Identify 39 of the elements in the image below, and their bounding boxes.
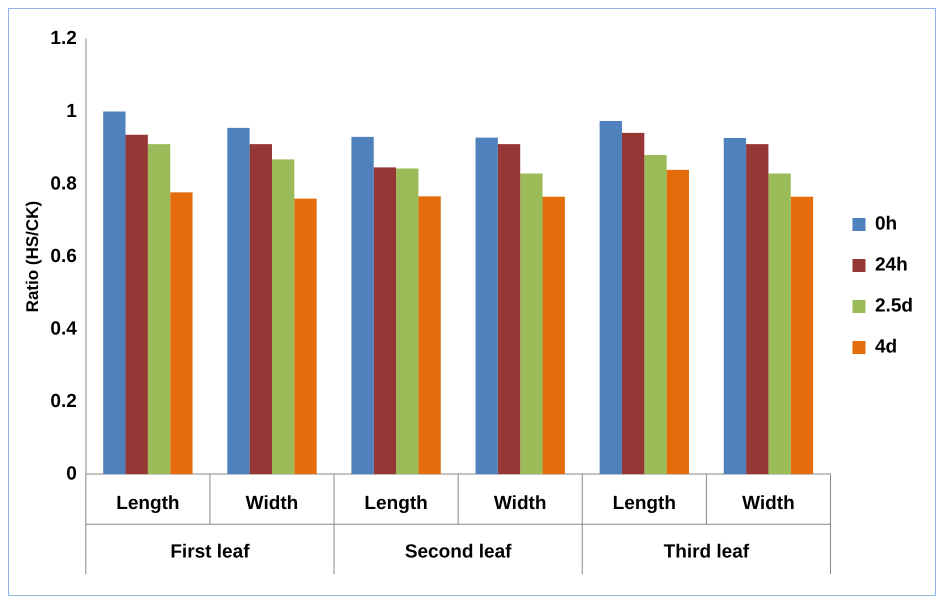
text: Second leaf (404, 541, 512, 562)
text: Third leaf (664, 541, 750, 562)
bar (250, 144, 272, 474)
y-tick-label: 0.4 (50, 318, 78, 340)
bar (396, 168, 418, 474)
legend-label: 0h (874, 214, 898, 235)
bar (272, 159, 294, 474)
legend-label: 4d (874, 336, 898, 358)
bar (418, 196, 441, 474)
bar (126, 134, 148, 474)
bar (600, 120, 622, 474)
bar (768, 174, 791, 474)
y-tick-label: 0.8 (50, 173, 77, 194)
bar (520, 174, 543, 474)
bar (103, 112, 126, 474)
y-tick-label: 0.6 (50, 246, 77, 267)
bar (374, 167, 396, 474)
bar (498, 144, 520, 474)
y-tick-label: 1 (66, 100, 78, 122)
bar (746, 144, 768, 474)
y-tick-label: 0 (66, 463, 77, 484)
bar (542, 196, 565, 474)
bar (351, 136, 374, 474)
bar (790, 196, 814, 474)
bar (644, 155, 667, 474)
legend-label: 24h (874, 254, 908, 276)
legend-label: 2.5d (874, 296, 914, 317)
y-axis-title: Ratio (HS/CK) (22, 200, 42, 312)
bar (294, 198, 317, 474)
y-tick-label: 1.2 (50, 28, 77, 50)
bar (622, 132, 644, 474)
bar (476, 138, 498, 474)
text: First leaf (170, 541, 250, 562)
bar (148, 144, 170, 474)
bar (227, 128, 250, 474)
bar (666, 170, 689, 474)
y-tick-label: 0.2 (50, 390, 77, 412)
bar (724, 138, 746, 474)
bar (170, 192, 193, 474)
